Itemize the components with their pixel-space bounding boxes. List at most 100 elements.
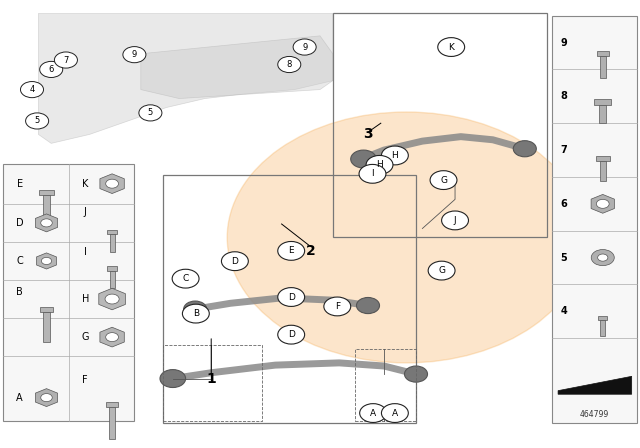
Circle shape — [360, 404, 387, 422]
Circle shape — [381, 404, 408, 422]
Circle shape — [293, 39, 316, 55]
Circle shape — [324, 297, 351, 316]
Text: 464799: 464799 — [580, 410, 609, 419]
Polygon shape — [36, 253, 56, 269]
Circle shape — [172, 269, 199, 288]
Text: 1: 1 — [206, 371, 216, 386]
Text: H: H — [81, 294, 89, 304]
Bar — [552, 16, 637, 423]
Bar — [598, 316, 607, 320]
Circle shape — [182, 304, 209, 323]
Circle shape — [106, 179, 118, 188]
Text: D: D — [288, 330, 294, 339]
Circle shape — [20, 82, 44, 98]
Text: E: E — [289, 246, 294, 255]
Text: K: K — [448, 43, 454, 52]
Polygon shape — [35, 214, 58, 232]
Bar — [107, 229, 117, 234]
Bar — [600, 56, 605, 78]
Text: 6: 6 — [561, 199, 568, 209]
Text: G: G — [81, 332, 89, 342]
Text: A: A — [16, 392, 23, 403]
Bar — [333, 13, 547, 237]
Text: 5: 5 — [35, 116, 40, 125]
Text: K: K — [82, 179, 88, 189]
Circle shape — [106, 332, 118, 341]
Circle shape — [430, 171, 457, 190]
Circle shape — [278, 56, 301, 73]
Circle shape — [139, 105, 162, 121]
Text: J: J — [84, 207, 86, 217]
Text: D: D — [232, 257, 238, 266]
Text: 9: 9 — [561, 38, 568, 47]
Circle shape — [54, 52, 77, 68]
Text: F: F — [335, 302, 340, 311]
Circle shape — [366, 155, 393, 174]
Text: I: I — [84, 247, 86, 257]
Bar — [109, 234, 115, 252]
Polygon shape — [591, 194, 614, 213]
Circle shape — [278, 288, 305, 306]
Text: 5: 5 — [148, 108, 153, 117]
Text: H: H — [392, 151, 398, 160]
Bar — [599, 105, 606, 123]
Bar — [597, 51, 609, 56]
Circle shape — [591, 250, 614, 266]
Circle shape — [26, 113, 49, 129]
Text: 3: 3 — [363, 127, 373, 142]
Text: A: A — [392, 409, 398, 418]
Bar — [163, 175, 416, 423]
Text: 4: 4 — [561, 306, 568, 316]
Bar — [596, 156, 610, 161]
Circle shape — [105, 294, 119, 304]
Circle shape — [598, 254, 608, 261]
Circle shape — [404, 366, 428, 382]
Bar — [109, 271, 115, 288]
Circle shape — [221, 252, 248, 271]
Text: G: G — [440, 176, 447, 185]
Bar — [44, 195, 50, 220]
Circle shape — [278, 325, 305, 344]
Text: H: H — [376, 160, 383, 169]
Bar — [107, 266, 117, 271]
Text: D: D — [288, 293, 294, 302]
Circle shape — [227, 112, 586, 363]
Text: 5: 5 — [561, 253, 568, 263]
Text: B: B — [193, 309, 199, 318]
Circle shape — [42, 257, 52, 264]
Circle shape — [351, 150, 376, 168]
Polygon shape — [38, 13, 333, 143]
Text: 7: 7 — [561, 145, 568, 155]
Circle shape — [596, 199, 609, 208]
Text: I: I — [371, 169, 374, 178]
Text: C: C — [16, 256, 23, 266]
Polygon shape — [100, 327, 124, 347]
Bar — [3, 164, 134, 421]
Circle shape — [41, 219, 52, 227]
Text: D: D — [16, 218, 24, 228]
Circle shape — [160, 370, 186, 388]
Circle shape — [41, 394, 52, 401]
Text: G: G — [438, 266, 445, 275]
Polygon shape — [558, 376, 632, 394]
Bar — [109, 407, 115, 439]
Text: 9: 9 — [302, 43, 307, 52]
Circle shape — [123, 47, 146, 63]
Circle shape — [40, 61, 63, 78]
Text: 9: 9 — [132, 50, 137, 59]
Text: C: C — [182, 274, 189, 283]
Bar — [595, 99, 611, 105]
Circle shape — [359, 164, 386, 183]
Text: 6: 6 — [49, 65, 54, 74]
Bar — [106, 402, 118, 407]
Text: B: B — [16, 287, 23, 297]
Circle shape — [381, 146, 408, 165]
Text: E: E — [17, 179, 22, 189]
Circle shape — [184, 301, 207, 317]
Text: 8: 8 — [287, 60, 292, 69]
Text: 2: 2 — [305, 244, 316, 258]
Text: 8: 8 — [561, 91, 568, 101]
Text: 7: 7 — [63, 56, 68, 65]
Polygon shape — [100, 174, 124, 194]
Polygon shape — [141, 36, 333, 99]
